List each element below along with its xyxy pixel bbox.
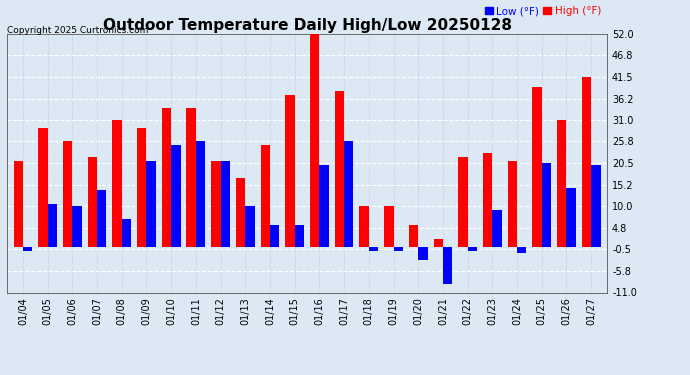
Bar [542,163,551,248]
Bar [88,157,97,248]
Bar [221,161,230,248]
Bar [261,145,270,248]
Bar [48,204,57,248]
Bar [566,188,576,248]
Bar [369,248,378,251]
Legend: Low (°F), High (°F): Low (°F), High (°F) [484,5,602,17]
Bar [393,248,403,251]
Bar [295,225,304,248]
Bar [483,153,493,248]
Bar [23,248,32,251]
Bar [63,141,72,248]
Text: Copyright 2025 Curtronics.com: Copyright 2025 Curtronics.com [7,26,148,35]
Bar [112,120,121,248]
Bar [146,161,156,248]
Bar [409,225,418,248]
Bar [582,77,591,248]
Bar [335,91,344,248]
Bar [211,161,221,248]
Bar [121,219,131,248]
Title: Outdoor Temperature Daily High/Low 20250128: Outdoor Temperature Daily High/Low 20250… [103,18,511,33]
Bar [245,206,255,248]
Bar [557,120,566,248]
Bar [517,248,526,254]
Bar [443,248,453,284]
Bar [186,108,196,248]
Bar [533,87,542,248]
Bar [236,177,245,248]
Bar [493,210,502,248]
Bar [433,239,443,248]
Bar [137,128,146,248]
Bar [508,161,517,248]
Bar [285,95,295,248]
Bar [458,157,468,248]
Bar [270,225,279,248]
Bar [468,248,477,251]
Bar [319,165,329,248]
Bar [344,141,353,248]
Bar [171,145,181,248]
Bar [384,206,393,248]
Bar [359,206,369,248]
Bar [591,165,600,248]
Bar [196,141,205,248]
Bar [38,128,48,248]
Bar [72,206,81,248]
Bar [418,248,428,259]
Bar [97,190,106,248]
Bar [310,34,319,248]
Bar [14,161,23,248]
Bar [161,108,171,248]
